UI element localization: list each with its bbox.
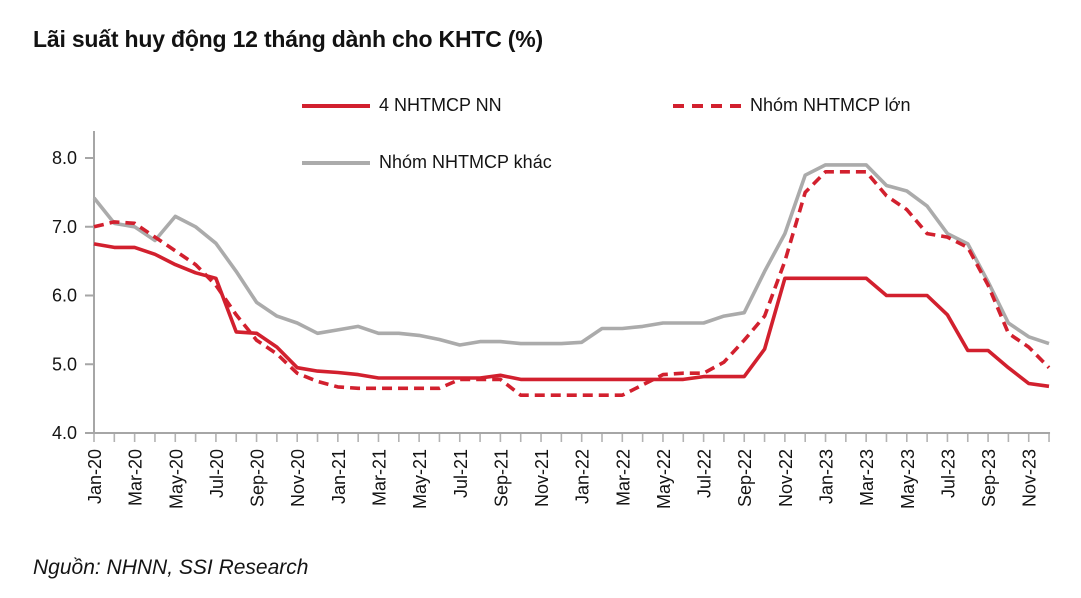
svg-text:4.0: 4.0 [52,423,77,443]
svg-text:Sep-22: Sep-22 [735,449,755,507]
svg-text:Jan-22: Jan-22 [573,449,593,504]
svg-text:May-23: May-23 [898,449,918,509]
axes [93,131,1051,434]
series-nhom-nhtmcp-khac [92,163,1050,347]
svg-text:Mar-22: Mar-22 [613,449,633,506]
svg-text:Mar-20: Mar-20 [126,449,146,506]
legend-item-nhom-nhtmcp-khac: Nhóm NHTMCP khác [302,152,552,173]
legend-label: Nhóm NHTMCP khác [379,152,552,172]
svg-text:Mar-21: Mar-21 [369,449,389,506]
svg-text:6.0: 6.0 [52,286,77,306]
svg-text:Sep-21: Sep-21 [491,449,511,507]
svg-text:Mar-23: Mar-23 [857,449,877,506]
svg-text:May-22: May-22 [654,449,674,509]
svg-text:Nov-20: Nov-20 [288,449,308,507]
series-nhom-nhtmcp-lon [93,170,1051,398]
svg-text:5.0: 5.0 [52,354,77,374]
svg-text:Sep-23: Sep-23 [979,449,999,507]
legend-label: Nhóm NHTMCP lớn [750,95,911,115]
legend-item-4-nhtmcp-nn: 4 NHTMCP NN [302,95,502,116]
svg-text:Sep-20: Sep-20 [248,449,268,507]
svg-text:Nov-22: Nov-22 [776,449,796,507]
source-note: Nguồn: NHNN, SSI Research [33,556,309,579]
x-axis-ticks [93,434,1050,442]
svg-text:Nov-21: Nov-21 [532,449,552,507]
svg-text:Jul-21: Jul-21 [451,449,471,498]
series-4-nhtmcp-nn [93,242,1050,389]
svg-text:8.0: 8.0 [52,148,77,168]
svg-text:May-20: May-20 [166,449,186,509]
svg-text:May-21: May-21 [410,449,430,509]
svg-text:Jan-23: Jan-23 [817,449,837,504]
legend-line-solid-red [302,103,370,108]
svg-text:Jul-23: Jul-23 [938,449,958,498]
legend-line-dashed-red [673,103,741,108]
y-axis-ticks: 8.0 7.0 6.0 5.0 4.0 [52,148,94,443]
svg-text:Jul-22: Jul-22 [695,449,715,498]
svg-text:Jan-21: Jan-21 [329,449,349,504]
svg-text:7.0: 7.0 [52,217,77,237]
svg-text:Nov-23: Nov-23 [1020,449,1040,507]
chart-title: Lãi suất huy động 12 tháng dành cho KHTC… [33,26,543,52]
svg-text:Jul-20: Jul-20 [207,449,227,498]
legend-line-solid-gray [302,160,370,165]
legend-item-nhom-nhtmcp-lon: Nhóm NHTMCP lớn [673,95,911,116]
legend-label: 4 NHTMCP NN [379,95,502,115]
x-axis-labels: Jan-20 Mar-20 May-20 Jul-20 Sep-20 Nov-20 Jan-… [85,449,1040,509]
svg-text:Jan-20: Jan-20 [85,449,105,504]
